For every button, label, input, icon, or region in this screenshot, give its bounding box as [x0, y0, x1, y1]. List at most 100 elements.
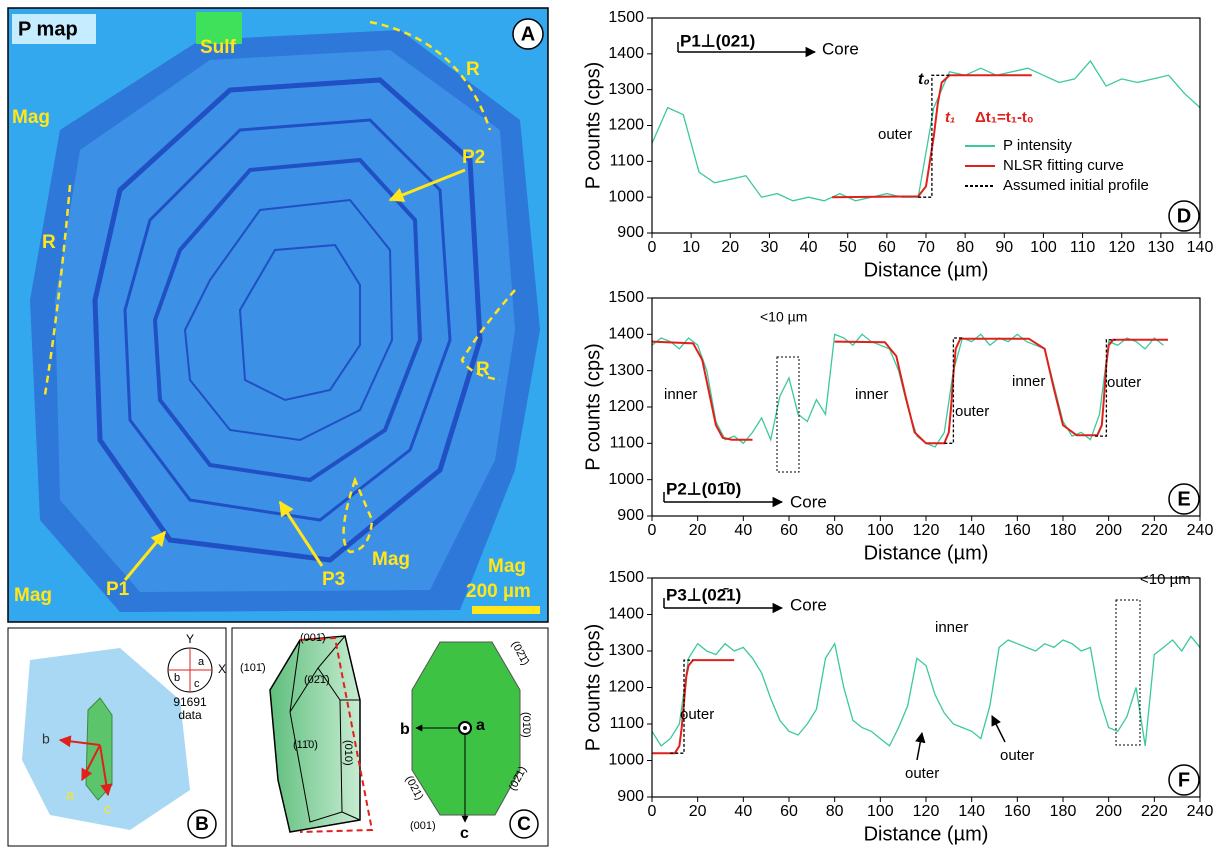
x-tick-label: 80 — [956, 239, 974, 256]
x-tick-label: 50 — [839, 239, 857, 256]
x-tick-label: 120 — [1108, 239, 1135, 256]
x-tick-label: 110 — [1070, 239, 1096, 256]
series-line — [651, 333, 1164, 448]
face-label: (001) — [410, 820, 436, 832]
annotation: inner — [1012, 373, 1045, 390]
profile-arrows — [123, 168, 466, 581]
x-tick-label: 180 — [1050, 522, 1077, 539]
x-tick-label: 240 — [1187, 522, 1214, 539]
stereonet-label: b — [174, 672, 180, 684]
x-tick-label: 20 — [721, 239, 739, 256]
face-label: (02̄1̄) — [304, 674, 330, 686]
annotation: <10 µm — [760, 309, 807, 325]
crystal-left — [269, 635, 361, 833]
annotation: outer — [878, 126, 912, 143]
panel-letter: A — [521, 23, 535, 45]
map-label: R — [42, 232, 56, 253]
map-label: Mag — [488, 556, 526, 577]
panel-badge — [1168, 200, 1200, 232]
series-line — [651, 337, 1168, 445]
y-tick-label: 1100 — [610, 153, 645, 170]
y-tick-label: 1400 — [608, 326, 644, 343]
axis-label: b — [42, 731, 50, 747]
map-title: P map — [18, 18, 78, 40]
zoning — [92, 77, 483, 563]
y-tick-label: 900 — [617, 788, 644, 805]
y-tick-label: 1500 — [608, 289, 644, 306]
x-tick-label: 100 — [867, 803, 894, 820]
axis-label: c — [104, 801, 111, 817]
x-tick-label: 60 — [780, 522, 798, 539]
face-label: (001̄) — [300, 632, 326, 644]
scale-bar — [472, 606, 540, 614]
x-tick-label: 120 — [913, 522, 940, 539]
annotation: inner — [935, 619, 968, 636]
x-tick-label: 160 — [1004, 803, 1031, 820]
plot-frame — [651, 297, 1201, 517]
y-tick-label: 1200 — [608, 398, 644, 415]
x-tick-label: 20 — [689, 803, 707, 820]
map-label: Mag — [14, 585, 52, 606]
stereonet-label: a — [198, 656, 205, 668]
annotation: outer — [905, 765, 939, 782]
annotation: outer — [680, 706, 714, 723]
panel-letter: F — [1178, 769, 1190, 791]
y-tick-label: 1100 — [610, 435, 645, 452]
panel-letter: C — [517, 814, 531, 835]
x-tick-label: 220 — [1141, 522, 1168, 539]
y-tick-label: 1400 — [608, 606, 644, 623]
y-axis-label: P counts (cps) — [582, 62, 604, 189]
annotation-arrow — [915, 731, 926, 761]
stereonet-label: Y — [186, 632, 194, 646]
annotation: Core — [790, 492, 827, 511]
series-line — [944, 337, 1116, 444]
annotation: t₀ — [918, 71, 930, 88]
y-axis-label: P counts (cps) — [582, 624, 604, 751]
plot-frame — [651, 17, 1201, 234]
x-tick-label: 130 — [1148, 239, 1175, 256]
annotation: t₁ — [945, 109, 955, 126]
legend-label: P intensity — [1003, 137, 1072, 154]
x-tick-label: 20 — [689, 522, 707, 539]
y-axis-label: P counts (cps) — [582, 343, 604, 470]
x-tick-label: 140 — [958, 522, 985, 539]
crystal-edges — [289, 635, 361, 823]
highlight-box — [1115, 599, 1141, 746]
series-line — [918, 74, 950, 198]
annotation: P3⊥(02̄1) — [666, 585, 741, 604]
y-tick-label: 1100 — [610, 715, 645, 732]
axis-arrows — [58, 735, 113, 797]
map-label: Mag — [12, 107, 50, 128]
x-tick-label: 120 — [913, 803, 940, 820]
x-tick-label: 160 — [1004, 522, 1031, 539]
y-tick-label: 1000 — [608, 752, 644, 769]
y-tick-label: 1500 — [608, 569, 644, 586]
series-line — [651, 635, 1201, 747]
x-tick-label: 40 — [734, 522, 752, 539]
x-tick-label: 90 — [995, 239, 1013, 256]
x-tick-label: 70 — [917, 239, 935, 256]
y-tick-label: 1400 — [608, 45, 644, 62]
annotation: Core — [790, 595, 827, 614]
panel-badge — [1168, 764, 1200, 796]
panel-badge — [187, 809, 217, 839]
series-line — [652, 659, 735, 755]
annotation-arrow — [991, 715, 1006, 743]
x-tick-label: 100 — [867, 522, 894, 539]
panel-badge — [509, 809, 539, 839]
annotation: P1⊥(021) — [680, 31, 755, 50]
x-tick-label: 80 — [826, 803, 844, 820]
map-label: Sulf — [200, 37, 237, 58]
x-tick-label: 60 — [780, 803, 798, 820]
sulfide — [196, 12, 242, 44]
map-label: P1 — [106, 579, 130, 600]
face-label: (101̄) — [240, 662, 266, 674]
y-tick-label: 900 — [617, 507, 644, 524]
scale-label: 200 µm — [466, 581, 531, 602]
x-tick-label: 200 — [1095, 803, 1122, 820]
title-box — [12, 14, 96, 44]
annotation: Core — [822, 39, 859, 58]
y-tick-label: 1300 — [608, 642, 644, 659]
x-tick-label: 220 — [1141, 803, 1168, 820]
